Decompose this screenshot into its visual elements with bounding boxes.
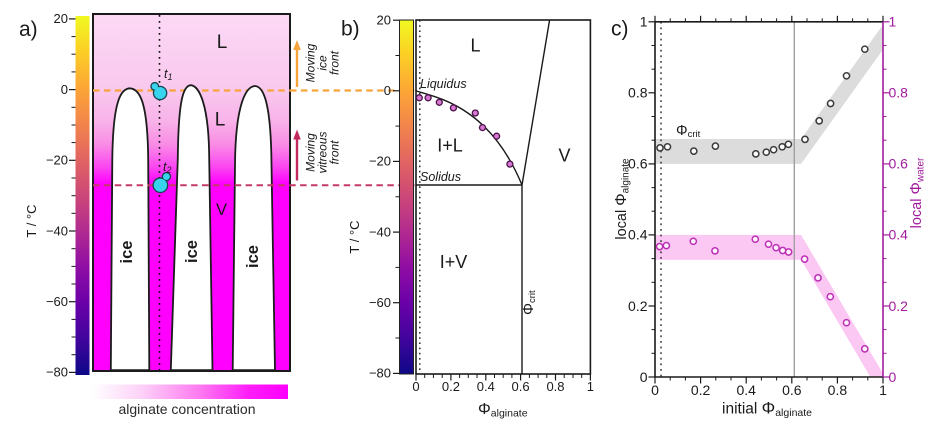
svg-text:0.2: 0.2 [628,298,648,314]
svg-text:L: L [217,32,228,53]
svg-text:−40: −40 [369,224,391,239]
svg-text:0.2: 0.2 [691,382,711,398]
svg-text:−40: −40 [46,223,68,238]
svg-text:c): c) [611,18,629,41]
svg-text:alginate concentration: alginate concentration [119,401,256,417]
svg-text:V: V [216,201,227,219]
svg-text:20: 20 [377,13,391,28]
svg-text:T / °C: T / °C [24,204,39,237]
svg-text:ice: ice [118,241,136,264]
svg-text:0.6: 0.6 [628,156,648,172]
svg-text:0: 0 [889,369,897,385]
svg-text:0: 0 [384,83,391,98]
svg-text:1: 1 [879,382,887,398]
svg-text:−80: −80 [369,366,391,381]
svg-text:−80: −80 [46,365,68,380]
svg-text:0: 0 [651,382,659,398]
svg-text:0.4: 0.4 [736,382,756,398]
svg-text:Movingvitreousfront: Movingvitreousfront [304,131,342,173]
svg-text:20: 20 [54,11,68,26]
svg-text:b): b) [341,18,360,41]
svg-text:V: V [558,146,570,166]
svg-text:Solidus: Solidus [420,170,461,184]
svg-text:ice: ice [183,240,201,263]
svg-text:−20: −20 [46,153,68,168]
svg-text:ice: ice [244,245,262,268]
svg-text:0.8: 0.8 [828,382,848,398]
svg-text:L: L [470,36,480,56]
svg-text:I+L: I+L [437,136,463,156]
svg-text:L: L [215,110,226,131]
svg-text:1: 1 [587,379,594,394]
svg-text:0: 0 [61,82,68,97]
svg-text:1: 1 [640,14,648,30]
svg-text:0.4: 0.4 [477,379,495,394]
svg-text:t2: t2 [163,160,172,175]
svg-text:0.6: 0.6 [512,379,530,394]
svg-text:0.6: 0.6 [889,156,909,172]
svg-text:0.2: 0.2 [442,379,460,394]
svg-text:0.4: 0.4 [889,227,909,243]
svg-text:Liquidus: Liquidus [420,77,467,91]
svg-text:0.6: 0.6 [782,382,802,398]
svg-text:0.2: 0.2 [889,298,909,314]
svg-text:−60: −60 [369,295,391,310]
svg-text:0.8: 0.8 [628,85,648,101]
svg-text:−60: −60 [46,294,68,309]
svg-text:0.4: 0.4 [628,227,648,243]
svg-text:1: 1 [889,14,897,30]
svg-text:0.8: 0.8 [889,85,909,101]
svg-text:t1: t1 [164,67,173,82]
svg-text:a): a) [19,18,38,41]
svg-text:0: 0 [640,369,648,385]
svg-text:0: 0 [412,379,419,394]
svg-text:I+V: I+V [440,252,468,272]
svg-text:−20: −20 [369,154,391,169]
svg-text:Movingicefront: Movingicefront [304,43,342,82]
svg-text:T / °C: T / °C [347,220,362,253]
svg-text:0.8: 0.8 [546,379,564,394]
